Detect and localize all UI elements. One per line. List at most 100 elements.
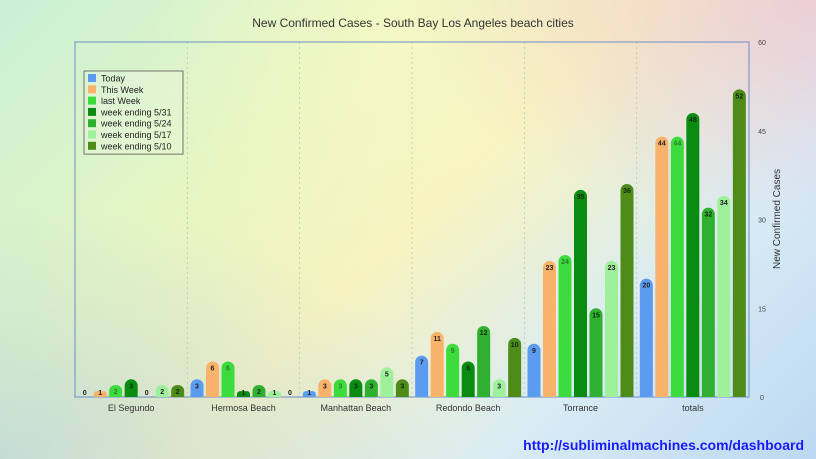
- y-tick-label: 15: [758, 306, 766, 313]
- bar-shape: [124, 379, 138, 397]
- bar-shape: [268, 391, 281, 397]
- bar: 3: [318, 379, 332, 397]
- bar-value-label: 44: [673, 141, 681, 148]
- bar-value-label: 9: [451, 348, 455, 355]
- bar-shape: [527, 343, 541, 397]
- bar: 15: [589, 308, 603, 397]
- bar-value-label: 3: [497, 383, 501, 390]
- bar-shape: [558, 255, 572, 397]
- bar: 9: [446, 343, 460, 397]
- bar: 24: [558, 255, 572, 397]
- legend-label: last Week: [101, 96, 141, 106]
- bar-value-label: 12: [480, 330, 488, 337]
- legend-swatch: [88, 141, 96, 150]
- bar-shape: [701, 207, 715, 397]
- legend-item: week ending 5/17: [88, 130, 172, 140]
- bar-shape: [190, 379, 204, 397]
- bar-value-label: 2: [114, 389, 118, 396]
- bar-value-label: 48: [689, 117, 697, 124]
- bar-shape: [717, 195, 731, 397]
- bar-shape: [430, 331, 444, 397]
- y-tick-label: 30: [758, 218, 766, 225]
- legend-label: week ending 5/10: [100, 141, 172, 151]
- bar-value-label: 52: [735, 93, 743, 100]
- bar: 3: [349, 379, 363, 397]
- legend-swatch: [88, 130, 96, 139]
- bars: 0 1 230 2 236 61 2 1 0 13 3 3 3537119612310923243515…: [83, 89, 746, 397]
- bar-shape: [732, 89, 746, 397]
- legend-swatch: [88, 85, 96, 94]
- bar-value-label: 0: [145, 390, 149, 397]
- bar-value-label: 3: [323, 383, 327, 390]
- bar-value-label: 0: [288, 390, 292, 397]
- y-tick-label: 0: [760, 395, 764, 402]
- legend-item: week ending 5/10: [88, 141, 172, 151]
- bar: 0: [288, 390, 292, 397]
- bar: 36: [620, 184, 634, 397]
- x-axis: El Segundo Hermosa Beach Manhattan Beach Re…: [108, 403, 704, 413]
- bar-value-label: 10: [511, 342, 519, 349]
- chart-title: New Confirmed Cases - South Bay Los Ange…: [252, 16, 574, 30]
- bar: 9: [527, 343, 541, 397]
- bar: 3: [364, 379, 378, 397]
- bar-shape: [302, 391, 316, 397]
- bar-value-label: 3: [400, 383, 404, 390]
- x-tick-label: totals: [682, 403, 704, 413]
- bar-shape: [171, 385, 185, 397]
- bar-value-label: 11: [433, 336, 441, 343]
- bar-value-label: 6: [226, 366, 230, 373]
- bar-shape: [318, 379, 332, 397]
- plot-area: [74, 41, 750, 398]
- bar-shape: [446, 343, 460, 397]
- bar-value-label: 1: [242, 390, 246, 397]
- bar: 0: [83, 390, 87, 397]
- bar: 12: [477, 326, 491, 397]
- y-tick-label: 45: [758, 129, 766, 136]
- bar-value-label: 35: [577, 194, 585, 201]
- bar: 5: [380, 367, 394, 397]
- x-tick-label: El Segundo: [108, 403, 155, 413]
- x-tick-label: Torrance: [563, 403, 598, 413]
- bar-value-label: 32: [704, 212, 712, 219]
- legend-item: This Week: [88, 85, 144, 95]
- bar: 32: [701, 207, 715, 397]
- bar-value-label: 2: [160, 389, 164, 396]
- legend-item: Today: [88, 74, 126, 84]
- bar-value-label: 1: [98, 390, 102, 397]
- dashboard-link[interactable]: http://subliminalmachines.com/dashboard: [523, 437, 804, 453]
- bar-shape: [380, 367, 394, 397]
- x-tick-label: Manhattan Beach: [321, 403, 392, 413]
- bar-value-label: 1: [307, 390, 311, 397]
- bar-shape: [508, 337, 522, 397]
- bar: 2: [155, 385, 169, 397]
- bar-shape: [477, 326, 491, 397]
- bar: 48: [686, 113, 700, 397]
- bar-value-label: 20: [642, 283, 650, 290]
- bar-shape: [206, 361, 219, 397]
- bar: 7: [415, 355, 429, 397]
- bar-shape: [221, 361, 235, 397]
- bar-value-label: 3: [129, 383, 133, 390]
- legend-swatch: [88, 74, 96, 82]
- bar-value-label: 24: [561, 259, 569, 266]
- legend-swatch: [88, 119, 96, 128]
- bar-shape: [237, 391, 250, 397]
- bar: 11: [430, 331, 444, 397]
- bar: 3: [395, 379, 409, 397]
- bar-value-label: 44: [658, 141, 666, 148]
- bar: 1: [268, 390, 281, 397]
- bar: 23: [543, 260, 556, 397]
- legend-swatch: [88, 96, 96, 105]
- bar-shape: [333, 379, 347, 397]
- bar: 6: [461, 361, 475, 397]
- bar-value-label: 1: [273, 390, 277, 397]
- bar: 34: [717, 195, 731, 397]
- bar-value-label: 36: [623, 188, 631, 195]
- bar: 3: [190, 379, 204, 397]
- bar-value-label: 15: [592, 312, 600, 319]
- legend-label: week ending 5/17: [100, 130, 172, 140]
- legend-item: week ending 5/24: [88, 119, 172, 129]
- bar-value-label: 2: [176, 389, 180, 396]
- bar-value-label: 7: [420, 360, 424, 367]
